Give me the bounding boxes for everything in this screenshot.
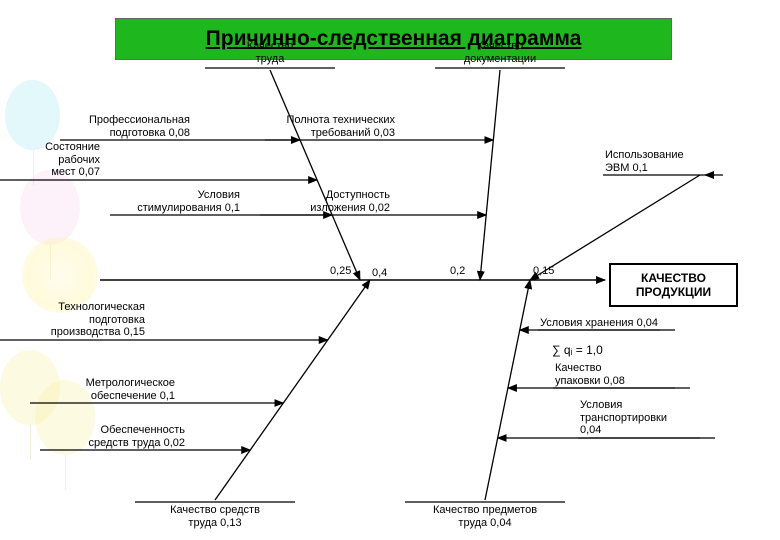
sub-label: Условия стимулирования 0,1	[137, 189, 240, 214]
bone-weight: 0,2	[450, 265, 465, 278]
bone-weight: 0,4	[372, 267, 387, 280]
sub-label: Полнота технических требований 0,03	[286, 114, 395, 139]
sub-label: Условия хранения 0,04	[540, 317, 658, 330]
sub-label: Технологическая подготовка производства …	[51, 301, 145, 339]
bone-head: Качество труда	[205, 40, 335, 65]
sigma-label: ∑ qᵢ = 1,0	[552, 344, 603, 358]
title-banner: Причинно-следственная диаграмма	[115, 18, 672, 60]
result-box: КАЧЕСТВО ПРОДУКЦИИ	[609, 263, 738, 307]
bone-weight: 0,25	[330, 265, 351, 278]
bone-weight: 0,15	[533, 265, 554, 278]
sub-label: Качество упаковки 0,08	[555, 362, 625, 387]
sub-label: Использование ЭВМ 0,1	[605, 149, 684, 174]
sub-label: Доступность изложения 0,02	[310, 189, 390, 214]
sub-label: Профессиональная подготовка 0,08	[89, 114, 190, 139]
sub-label: Состояние рабочих мест 0,07	[45, 141, 100, 179]
bone-head: Качество документации	[435, 40, 565, 65]
sub-label: Метрологическое обеспечение 0,1	[86, 377, 175, 402]
bone-head: Качество предметов труда 0,04	[405, 504, 565, 529]
sub-label: Обеспеченность средств труда 0,02	[88, 424, 185, 449]
bone-head: Качество средств труда 0,13	[135, 504, 295, 529]
sub-label: Условия транспортировки 0,04	[580, 399, 667, 437]
